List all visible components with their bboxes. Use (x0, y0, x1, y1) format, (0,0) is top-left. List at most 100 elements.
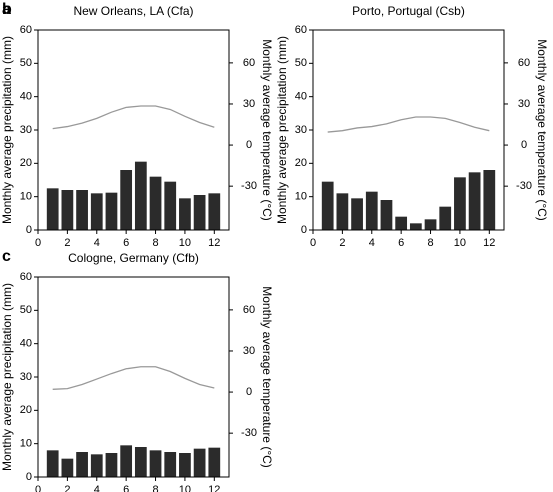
bar (454, 177, 466, 230)
bar (61, 190, 74, 230)
y2-tick-label: -30 (516, 180, 532, 192)
y-tick-label: 10 (20, 191, 32, 203)
bar (76, 190, 88, 230)
bar (395, 216, 408, 230)
chart-title: New Orleans, LA (Cfa) (73, 4, 193, 18)
y2-axis-label: Monthly average temperature (°C) (260, 39, 274, 221)
bar (149, 176, 162, 230)
y2-tick-label: 30 (243, 98, 255, 110)
x-tick-label: 12 (483, 237, 495, 249)
y-tick-label: 0 (26, 224, 32, 236)
x-tick-label: 6 (123, 237, 129, 249)
panel-letter: b (2, 1, 12, 18)
plot-frame (37, 276, 230, 478)
x-tick-label: 8 (152, 237, 158, 249)
y-tick-label: 30 (20, 371, 32, 383)
x-tick-label: 10 (179, 237, 191, 249)
x-tick-label: 10 (179, 484, 191, 492)
x-tick-label: 6 (123, 484, 129, 492)
bar (76, 452, 88, 477)
y-tick-label: 50 (20, 57, 32, 69)
bar (193, 448, 206, 477)
chart-title: Cologne, Germany (Cfb) (68, 251, 199, 265)
bar (164, 452, 177, 477)
x-tick-label: 4 (369, 237, 375, 249)
y-tick-label: 60 (295, 24, 307, 36)
y-tick-label: 60 (20, 271, 32, 283)
y2-tick-label: -30 (241, 180, 257, 192)
y-tick-label: 40 (295, 91, 307, 103)
bar (105, 453, 118, 477)
bar (134, 447, 147, 477)
y-tick-label: 20 (20, 157, 32, 169)
x-tick-label: 12 (208, 484, 220, 492)
bar (380, 200, 393, 230)
bar (409, 223, 422, 230)
y2-tick-label: 0 (521, 139, 527, 151)
bar (149, 450, 162, 477)
y-axis-label: Monthly average precipitation (mm) (0, 283, 14, 471)
y-tick-label: 30 (295, 124, 307, 136)
bar (208, 447, 221, 477)
bar (321, 181, 334, 230)
panel-letter: c (2, 248, 11, 265)
x-tick-label: 12 (208, 237, 220, 249)
y2-axis-label: Monthly average temperature (°C) (260, 286, 274, 468)
temperature-line (327, 116, 490, 133)
temperature-line (52, 366, 215, 390)
bar (439, 206, 452, 230)
bar (179, 198, 191, 230)
bar (365, 191, 378, 230)
x-tick-label: 4 (94, 237, 100, 249)
y-axis-label: Monthly average precipitation (mm) (275, 36, 289, 224)
x-tick-label: 0 (35, 484, 41, 492)
y-tick-label: 50 (295, 57, 307, 69)
bar (46, 188, 59, 230)
y2-tick-label: 0 (246, 139, 252, 151)
y-axis-label: Monthly average precipitation (mm) (0, 36, 14, 224)
y-tick-label: 40 (20, 338, 32, 350)
y-tick-label: 20 (20, 404, 32, 416)
bar (90, 454, 103, 477)
bar (46, 450, 59, 477)
bar (483, 170, 496, 230)
bar (424, 219, 437, 230)
bar (193, 195, 206, 230)
y2-tick-label: 30 (518, 98, 530, 110)
y-tick-label: 50 (20, 304, 32, 316)
bar (61, 458, 74, 477)
bar (105, 192, 118, 230)
x-tick-label: 2 (64, 484, 70, 492)
chart-title: Porto, Portugal (Csb) (352, 4, 465, 18)
y-tick-label: 10 (295, 191, 307, 203)
y-tick-label: 40 (20, 91, 32, 103)
y-tick-label: 30 (20, 124, 32, 136)
bar (90, 193, 103, 230)
x-tick-label: 8 (152, 484, 158, 492)
bar (351, 198, 363, 230)
y2-tick-label: -30 (241, 427, 257, 439)
x-tick-label: 10 (454, 237, 466, 249)
y2-tick-label: 60 (243, 304, 255, 316)
x-tick-label: 4 (94, 484, 100, 492)
bar (120, 445, 133, 477)
y-tick-label: 60 (20, 24, 32, 36)
y-tick-label: 0 (26, 471, 32, 483)
bar (179, 453, 191, 477)
y2-tick-label: 60 (518, 57, 530, 69)
y2-axis-label: Monthly average temperature (°C) (535, 39, 549, 221)
bar (164, 181, 177, 230)
bar (336, 193, 349, 230)
panel-letter: a (2, 1, 11, 18)
x-tick-label: 0 (310, 237, 316, 249)
bar (208, 193, 221, 230)
y2-tick-label: 60 (243, 57, 255, 69)
x-tick-label: 2 (339, 237, 345, 249)
bar (134, 161, 147, 230)
bar (468, 172, 481, 230)
x-tick-label: 0 (35, 237, 41, 249)
x-tick-label: 6 (398, 237, 404, 249)
y2-tick-label: 0 (246, 386, 252, 398)
bar (120, 170, 133, 230)
